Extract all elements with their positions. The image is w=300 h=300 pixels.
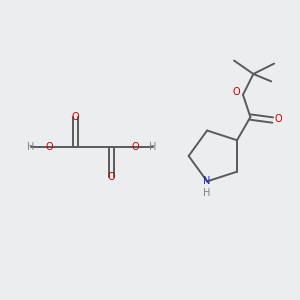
Text: O: O xyxy=(45,142,53,152)
Text: O: O xyxy=(232,87,240,98)
Text: O: O xyxy=(72,112,80,122)
Text: H: H xyxy=(27,142,35,152)
Text: O: O xyxy=(107,172,115,182)
Text: H: H xyxy=(203,188,211,198)
Text: O: O xyxy=(275,113,283,124)
Text: O: O xyxy=(131,142,139,152)
Text: H: H xyxy=(149,142,157,152)
Text: N: N xyxy=(203,176,211,186)
